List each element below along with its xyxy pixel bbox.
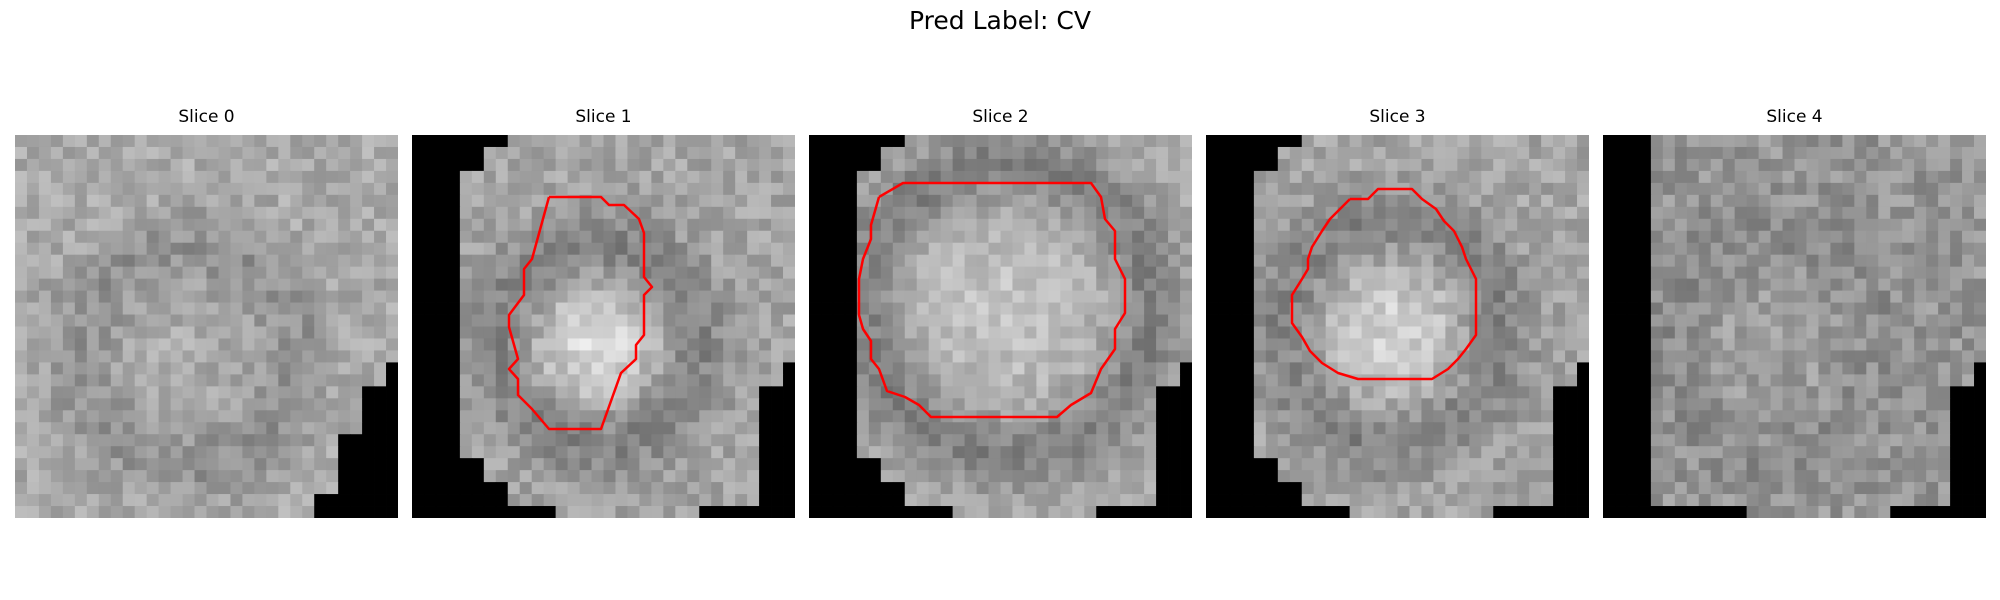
slice-title-4: Slice 4 (1766, 107, 1823, 127)
slice-image-4 (1603, 135, 1986, 518)
slice-panel-2: Slice 2 (809, 107, 1192, 520)
segmentation-contour (1290, 187, 1478, 381)
pixel-grid (809, 135, 1192, 518)
slice-panel-0: Slice 0 (15, 107, 398, 520)
pixel-grid (15, 135, 398, 518)
pixel-grid (412, 135, 795, 518)
pixel-grid (1603, 135, 1986, 518)
slice-title-1: Slice 1 (575, 107, 632, 127)
slice-title-3: Slice 3 (1369, 107, 1426, 127)
segmentation-contour (857, 181, 1127, 419)
slice-panel-3: Slice 3 (1206, 107, 1589, 520)
slice-image-0 (15, 135, 398, 518)
figure-title: Pred Label: CV (909, 6, 1091, 35)
slice-image-3 (1206, 135, 1589, 518)
pixel-grid (1206, 135, 1589, 518)
slice-image-2 (809, 135, 1192, 518)
slice-title-2: Slice 2 (972, 107, 1029, 127)
segmentation-contour (507, 195, 654, 431)
slice-panel-4: Slice 4 (1603, 107, 1986, 520)
slice-panel-1: Slice 1 (412, 107, 795, 520)
slice-image-1 (412, 135, 795, 518)
slice-title-0: Slice 0 (178, 107, 235, 127)
